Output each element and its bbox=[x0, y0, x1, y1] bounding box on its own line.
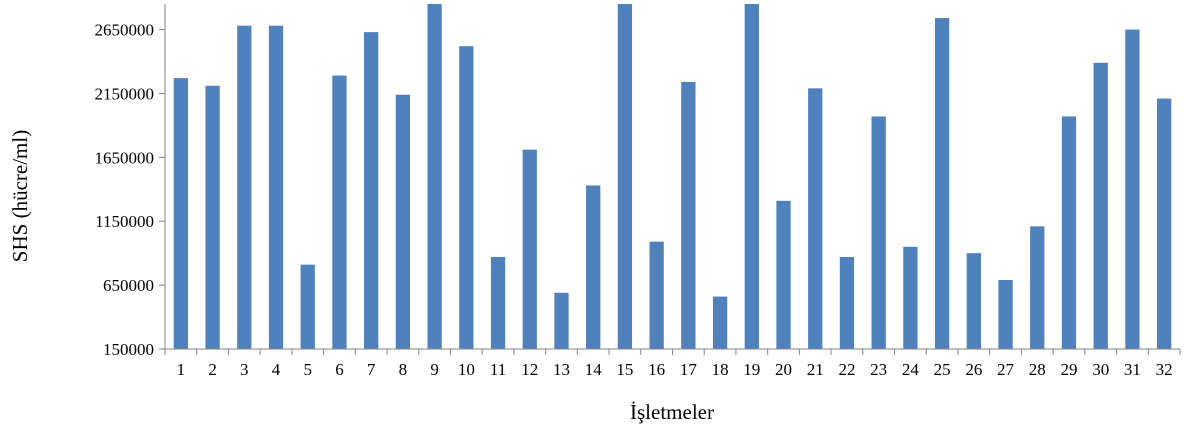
bar-29 bbox=[1061, 116, 1077, 349]
x-tick-label: 17 bbox=[680, 360, 698, 379]
bar-11 bbox=[490, 257, 506, 349]
y-tick-label: 2650000 bbox=[95, 21, 155, 40]
bar-32 bbox=[1157, 98, 1172, 349]
x-tick-label: 18 bbox=[712, 360, 729, 379]
y-axis-title: SHS (hücre/ml) bbox=[8, 130, 32, 262]
bar-6 bbox=[332, 75, 347, 350]
bar-17 bbox=[681, 81, 696, 349]
bar-21 bbox=[808, 88, 823, 349]
bar-9 bbox=[427, 4, 442, 349]
x-tick-label: 16 bbox=[648, 360, 665, 379]
bar-24 bbox=[903, 246, 918, 349]
y-tick-label: 650000 bbox=[103, 276, 154, 295]
x-tick-label: 8 bbox=[399, 360, 408, 379]
x-tick-label: 29 bbox=[1060, 360, 1077, 379]
x-tick-label: 15 bbox=[616, 360, 633, 379]
bar-10 bbox=[459, 46, 474, 350]
bar-5 bbox=[300, 264, 315, 349]
bar-31 bbox=[1125, 29, 1140, 350]
bar-19 bbox=[744, 4, 759, 349]
y-tick-label: 1650000 bbox=[95, 148, 155, 167]
bar-15 bbox=[617, 4, 633, 349]
x-tick-label: 2 bbox=[208, 360, 217, 379]
bar-28 bbox=[1030, 226, 1045, 349]
x-tick-label: 24 bbox=[902, 360, 920, 379]
x-tick-label: 27 bbox=[997, 360, 1015, 379]
x-tick-label: 23 bbox=[870, 360, 887, 379]
x-tick-label: 12 bbox=[521, 360, 538, 379]
bar-22 bbox=[839, 257, 855, 349]
x-axis: 1 2 3 4 5 6 7 8 9 10 11 12 13 14 15 16 17 18 19 20 21 22 23 24 2… bbox=[164, 348, 1181, 379]
bars bbox=[173, 4, 1172, 350]
x-tick-label: 30 bbox=[1092, 360, 1109, 379]
bar-4 bbox=[268, 25, 284, 349]
x-tick-label: 9 bbox=[430, 360, 439, 379]
bar-1 bbox=[173, 78, 188, 349]
x-tick-label: 21 bbox=[807, 360, 824, 379]
x-tick-label: 32 bbox=[1156, 360, 1173, 379]
bar-30 bbox=[1093, 62, 1108, 350]
x-tick-label: 6 bbox=[335, 360, 344, 379]
y-tick-label: 150000 bbox=[103, 340, 154, 359]
x-tick-label: 19 bbox=[743, 360, 760, 379]
bar-27 bbox=[998, 280, 1013, 349]
y-tick-label: 2150000 bbox=[95, 84, 155, 103]
x-tick-label: 1 bbox=[177, 360, 186, 379]
x-tick-label: 10 bbox=[458, 360, 475, 379]
bar-7 bbox=[364, 32, 379, 349]
bar-12 bbox=[522, 149, 537, 349]
bar-26 bbox=[966, 253, 981, 349]
x-tick-label: 14 bbox=[585, 360, 603, 379]
x-tick-label: 31 bbox=[1124, 360, 1141, 379]
bar-8 bbox=[395, 94, 411, 349]
x-tick-label: 3 bbox=[240, 360, 249, 379]
x-tick-label: 22 bbox=[838, 360, 855, 379]
bar-16 bbox=[649, 241, 664, 349]
bar-3 bbox=[237, 25, 252, 349]
bar-14 bbox=[586, 185, 601, 349]
x-tick-label: 11 bbox=[490, 360, 506, 379]
y-tick-label: 1150000 bbox=[95, 212, 154, 231]
bar-2 bbox=[205, 85, 220, 350]
bar-25 bbox=[934, 18, 950, 350]
x-tick-label: 4 bbox=[272, 360, 281, 379]
x-tick-label: 26 bbox=[965, 360, 982, 379]
x-tick-label: 25 bbox=[934, 360, 951, 379]
x-tick-label: 7 bbox=[367, 360, 376, 379]
bar-23 bbox=[871, 116, 886, 349]
bar-20 bbox=[776, 200, 791, 349]
y-axis: 150000 650000 1150000 1650000 2150000 2650000 bbox=[95, 4, 166, 359]
x-tick-label: 13 bbox=[553, 360, 570, 379]
bar-18 bbox=[712, 296, 728, 349]
x-tick-label: 28 bbox=[1029, 360, 1046, 379]
x-axis-title: İşletmeler bbox=[630, 400, 714, 424]
bar-13 bbox=[554, 292, 569, 349]
x-tick-label: 20 bbox=[775, 360, 792, 379]
x-tick-label: 5 bbox=[303, 360, 312, 379]
